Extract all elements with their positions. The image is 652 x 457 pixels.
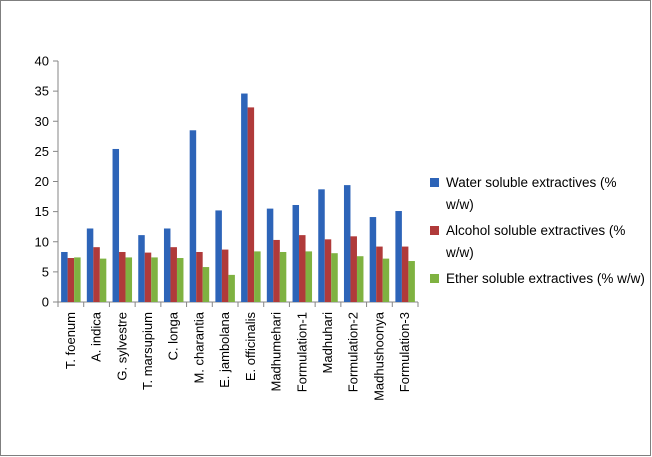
y-tick-label: 15 xyxy=(35,204,49,219)
y-axis: 0 5 10 15 20 25 30 35 40 xyxy=(35,54,59,310)
bar-water xyxy=(292,204,300,302)
bar-water xyxy=(266,208,274,302)
x-tick-label: M. charantia xyxy=(191,311,206,383)
bar-alcohol xyxy=(170,247,177,302)
x-tick-label: Madhushoonya xyxy=(371,311,386,401)
y-tick-label: 30 xyxy=(35,114,49,129)
y-tick-label: 25 xyxy=(35,144,49,159)
legend-label-alcohol: Alcohol soluble extractives (% w/w) xyxy=(446,223,626,260)
bar-water xyxy=(318,189,325,302)
bar-ether xyxy=(99,258,107,302)
bar-ether xyxy=(331,253,338,302)
bar-ether xyxy=(228,274,235,302)
bar-alcohol xyxy=(93,247,100,302)
bar-alcohol xyxy=(119,251,126,302)
legend-swatch-ether xyxy=(430,274,439,283)
bar-water xyxy=(343,185,351,302)
bar-alcohol xyxy=(376,246,383,302)
x-tick-label: A. indica xyxy=(89,311,104,362)
bar-ether xyxy=(356,256,364,302)
bar-alcohol xyxy=(247,107,255,302)
x-tick-label: T. foenum xyxy=(63,312,78,369)
y-tick-label: 40 xyxy=(35,54,49,69)
bar-ether xyxy=(151,257,158,302)
legend-swatch-alcohol xyxy=(430,226,439,235)
x-tick-label: E. officinalis xyxy=(243,312,258,382)
legend: Water soluble extractives (% w/w) Alcoho… xyxy=(430,172,645,294)
bar-water xyxy=(86,228,94,302)
bar-water xyxy=(395,211,402,302)
bar-water xyxy=(61,251,68,302)
bar-water xyxy=(369,217,377,302)
x-axis: T. foenum A. indica G. sylvestre T. marsupi… xyxy=(57,301,419,401)
x-tick-label: Formulation-2 xyxy=(346,312,361,392)
x-tick-label: Madhumehari xyxy=(269,312,284,392)
legend-item-water: Water soluble extractives (% w/w) xyxy=(430,172,645,216)
y-tick-label: 0 xyxy=(42,295,49,310)
bars xyxy=(61,93,415,302)
x-tick-label: E. jambolana xyxy=(217,311,232,388)
bar-alcohol xyxy=(144,252,152,302)
x-tick-label: G. sylvestre xyxy=(114,312,129,381)
y-tick-label: 35 xyxy=(35,84,49,99)
legend-label-water: Water soluble extractives (% w/w) xyxy=(446,175,617,212)
bar-ether xyxy=(408,261,415,302)
x-tick-label: T. marsupium xyxy=(140,312,155,390)
y-tick-label: 10 xyxy=(35,234,49,249)
legend-item-ether: Ether soluble extractives (% w/w) xyxy=(430,268,645,290)
legend-label-ether: Ether soluble extractives (% w/w) xyxy=(446,271,645,286)
bar-alcohol xyxy=(196,251,203,302)
bar-water xyxy=(241,93,248,302)
bar-water xyxy=(189,130,197,302)
bar-ether xyxy=(254,251,261,302)
bar-ether xyxy=(176,258,184,302)
bar-alcohol xyxy=(350,236,357,302)
x-tick-label: Formulation-1 xyxy=(294,312,309,392)
y-tick-label: 5 xyxy=(42,264,49,279)
legend-item-alcohol: Alcohol soluble extractives (% w/w) xyxy=(430,220,645,264)
bar-water xyxy=(163,228,171,302)
bar-alcohol xyxy=(67,258,75,302)
bar-alcohol xyxy=(221,249,229,302)
bar-ether xyxy=(74,257,81,302)
bar-alcohol xyxy=(273,239,280,302)
x-tick-label: Madhuhari xyxy=(320,312,335,374)
bar-alcohol xyxy=(324,239,332,302)
bar-ether xyxy=(202,267,210,302)
x-tick-label: C. longa xyxy=(166,311,181,360)
bar-ether xyxy=(305,251,313,302)
legend-swatch-water xyxy=(430,178,439,187)
bar-alcohol xyxy=(299,235,306,302)
bar-alcohol xyxy=(401,246,409,302)
bar-ether xyxy=(382,258,390,302)
x-tick-label: Formulation-3 xyxy=(397,312,412,392)
bar-water xyxy=(215,210,222,302)
bar-ether xyxy=(125,257,133,302)
bar-water xyxy=(138,235,145,302)
bar-water xyxy=(112,148,120,302)
y-tick-label: 20 xyxy=(35,174,49,189)
bar-ether xyxy=(279,251,287,302)
